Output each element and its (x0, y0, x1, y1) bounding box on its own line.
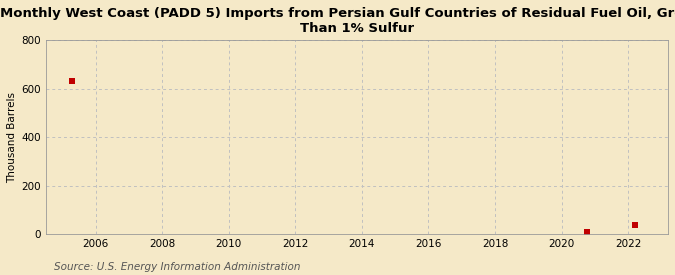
Y-axis label: Thousand Barrels: Thousand Barrels (7, 92, 17, 183)
Text: Source: U.S. Energy Information Administration: Source: U.S. Energy Information Administ… (54, 262, 300, 272)
Title: Monthly West Coast (PADD 5) Imports from Persian Gulf Countries of Residual Fuel: Monthly West Coast (PADD 5) Imports from… (0, 7, 675, 35)
